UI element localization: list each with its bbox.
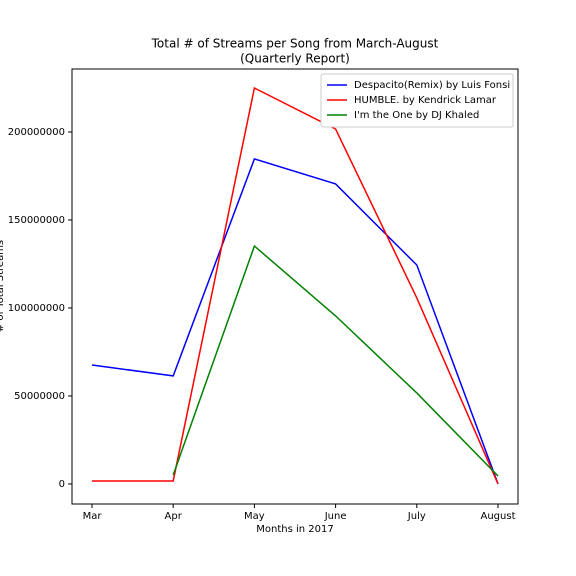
y-axis-label: # of Total Streams: [0, 240, 6, 332]
x-tick-label: August: [481, 511, 516, 522]
y-tick-label: 150000000: [8, 215, 65, 226]
line-series: [91, 157, 499, 485]
legend-label: I'm the One by DJ Khaled: [354, 110, 479, 121]
legend-label: HUMBLE. by Kendrick Lamar: [354, 95, 497, 106]
x-tick-label: May: [244, 511, 265, 522]
line-series: [92, 86, 499, 485]
line-series: [172, 244, 499, 477]
y-tick-label: 50000000: [14, 391, 65, 402]
chart-title: Total # of Streams per Song from March-A…: [151, 37, 439, 51]
y-tick-label: 0: [59, 479, 65, 490]
chart-subtitle: (Quarterly Report): [240, 52, 350, 66]
legend-box: [320, 73, 514, 128]
x-tick-label: Mar: [83, 511, 103, 522]
y-tick-label: 200000000: [8, 127, 65, 138]
legend: Despacito(Remix) by Luis Fonsi HUMBLE. by…: [320, 73, 514, 128]
x-axis-label: Months in 2017: [256, 524, 333, 535]
y-tick-label: 100000000: [8, 303, 65, 314]
x-tick-label: June: [324, 511, 347, 522]
plot-frame: [71, 68, 519, 505]
x-tick-label: Apr: [165, 511, 183, 522]
legend-label: Despacito(Remix) by Luis Fonsi: [354, 80, 510, 91]
x-tick-label: July: [407, 511, 426, 522]
